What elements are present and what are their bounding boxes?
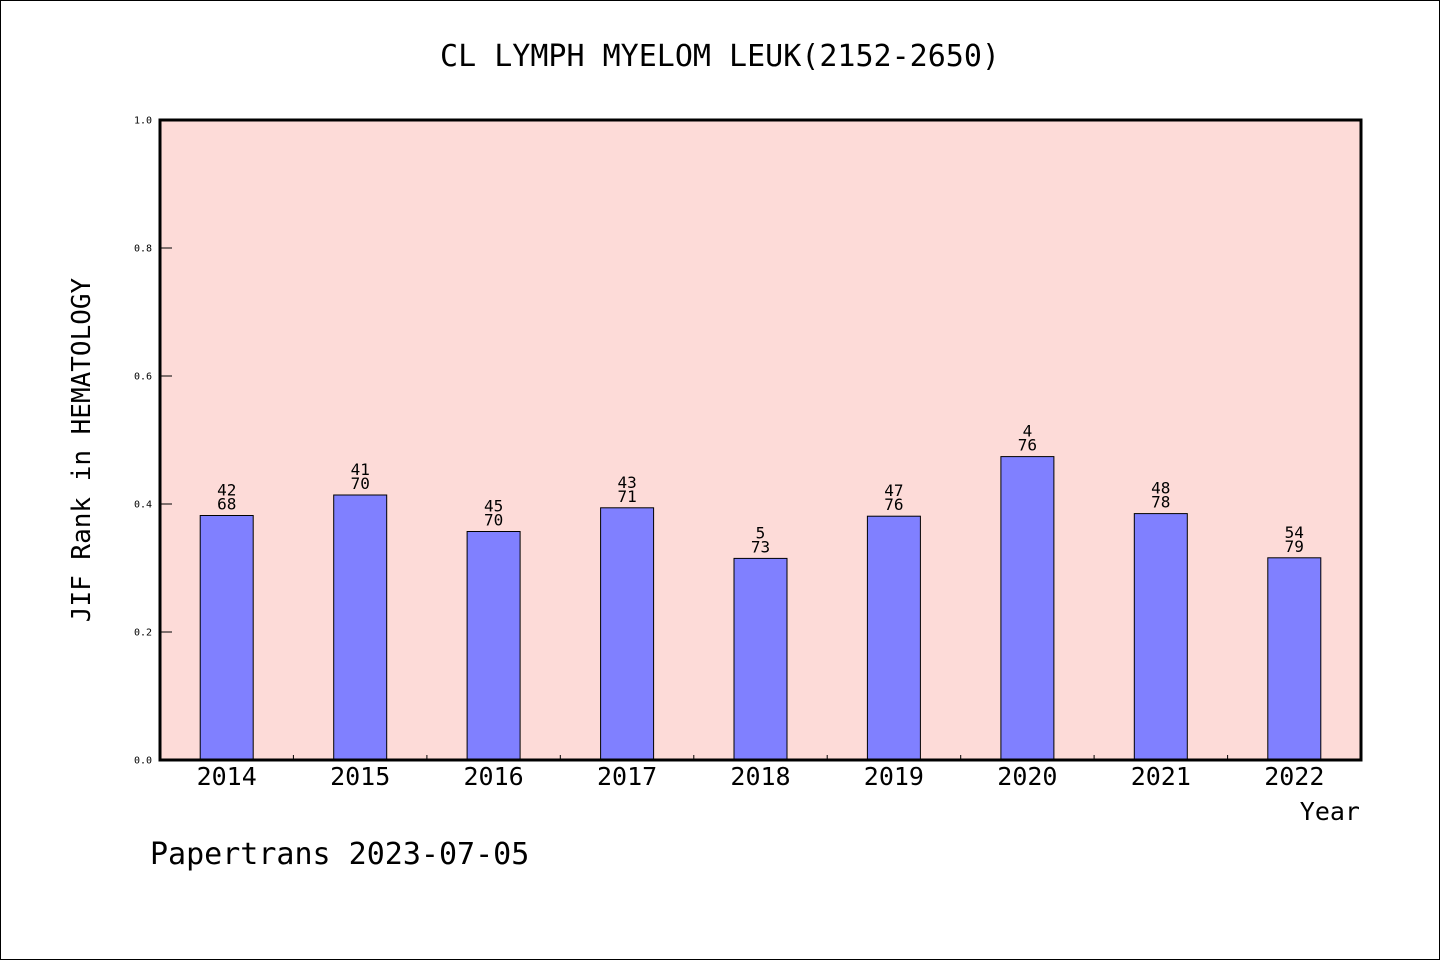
rank-label-2017: 43 <box>617 473 636 492</box>
bar-2017 <box>600 507 655 761</box>
bar-2015 <box>333 494 388 761</box>
x-tick-label-2018: 2018 <box>730 762 790 791</box>
y-tick-label: 0.8 <box>134 244 152 255</box>
bar-2020 <box>1000 456 1055 761</box>
rank-label-2018: 5 <box>756 523 766 542</box>
y-tick-label: 0.2 <box>134 628 152 639</box>
rank-label-2020: 4 <box>1023 422 1033 441</box>
rank-label-2022: 54 <box>1285 523 1304 542</box>
total-label-2014: 68 <box>217 495 236 514</box>
total-label-2018: 73 <box>751 537 770 556</box>
x-tick-label-2022: 2022 <box>1264 762 1324 791</box>
total-label-2020: 76 <box>1018 436 1037 455</box>
total-label-2019: 76 <box>884 495 903 514</box>
rank-label-2015: 41 <box>351 460 370 479</box>
bar-2019 <box>866 515 921 761</box>
rank-label-2021: 48 <box>1151 479 1170 498</box>
plot-frame <box>158 118 1363 762</box>
bar-2018 <box>733 557 788 761</box>
total-label-2022: 79 <box>1285 537 1304 556</box>
x-tick-label-2019: 2019 <box>864 762 924 791</box>
x-axis-label: Year <box>1300 797 1360 826</box>
total-label-2021: 78 <box>1151 493 1170 512</box>
y-tick-label: 1.0 <box>134 116 152 127</box>
chart-title: CL LYMPH MYELOM LEUK(2152-2650) <box>440 39 1000 74</box>
x-tick-label-2015: 2015 <box>330 762 390 791</box>
total-label-2016: 70 <box>484 511 503 530</box>
y-tick-label: 0.4 <box>134 500 152 511</box>
bar-2021 <box>1133 513 1188 761</box>
rank-label-2016: 45 <box>484 497 503 516</box>
total-label-2017: 71 <box>617 487 636 506</box>
rank-label-2019: 47 <box>884 481 903 500</box>
y-tick-label: 0.6 <box>134 372 152 383</box>
bars-group <box>199 456 1322 761</box>
y-axis-label: JIF Rank in HEMATOLOGY <box>67 277 97 622</box>
x-tick-label-2014: 2014 <box>197 762 257 791</box>
bar-2022 <box>1267 557 1322 761</box>
x-tick-label-2020: 2020 <box>997 762 1057 791</box>
x-tick-label-2021: 2021 <box>1131 762 1191 791</box>
rank-label-2014: 42 <box>217 481 236 500</box>
bar-2014 <box>199 515 254 761</box>
footer-text: Papertrans 2023-07-05 <box>150 837 529 872</box>
x-tick-label-2016: 2016 <box>463 762 523 791</box>
x-ticks-group: 2014 2015 2016 2017 2018 2019 2020 2021 2022 <box>197 755 1324 791</box>
x-tick-label-2017: 2017 <box>597 762 657 791</box>
bar-2016 <box>466 531 521 761</box>
y-tick-label: 0.0 <box>134 756 152 767</box>
total-label-2015: 70 <box>351 474 370 493</box>
